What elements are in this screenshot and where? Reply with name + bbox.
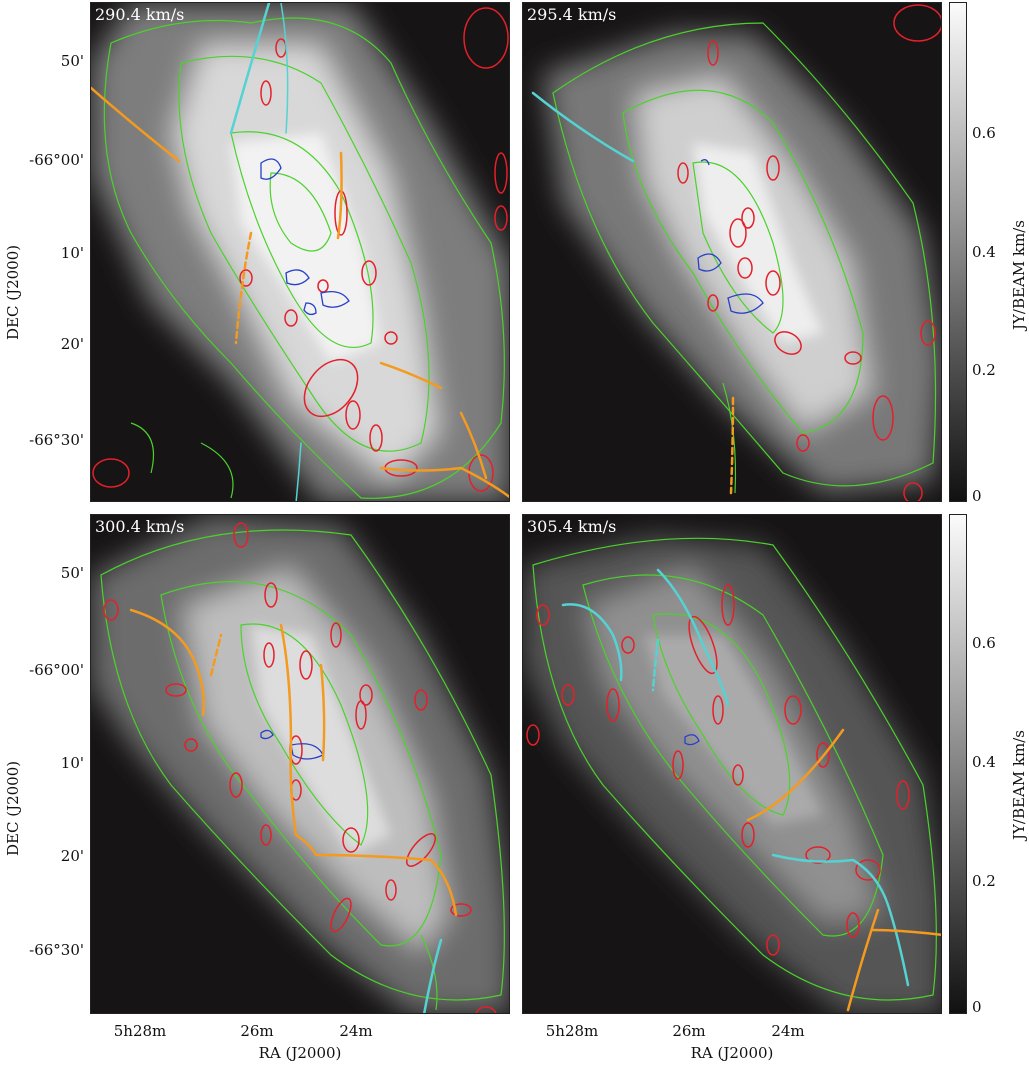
- colorbar-title: JY/BEAM km/s: [1010, 220, 1028, 330]
- colorbar-tick: 0.4: [972, 753, 996, 771]
- dec-tick-label: 20': [60, 335, 84, 353]
- channel-map-290: 290.4 km/s: [90, 2, 510, 502]
- ra-tick-label: 26m: [240, 1022, 274, 1040]
- dec-tick-label: 50': [60, 564, 84, 582]
- ra-tick-label: 24m: [771, 1022, 805, 1040]
- colorbar-tick: 0.2: [972, 872, 996, 890]
- dec-tick-label: 20': [60, 847, 84, 865]
- colorbar-tick: 0: [972, 998, 982, 1016]
- y-axis-title: DEC (J2000): [4, 760, 22, 856]
- channel-map-300: 300.4 km/s: [90, 514, 510, 1014]
- dec-tick-label: -66°30': [29, 941, 84, 959]
- dec-tick-label: -66°00': [29, 661, 84, 679]
- colorbar-tick: 0.2: [972, 361, 996, 379]
- dec-tick-label: 10': [60, 754, 84, 772]
- dec-tick-label: 10': [60, 244, 84, 262]
- channel-image: [531, 4, 941, 501]
- channel-map-305: 305.4 km/s: [522, 514, 942, 1014]
- velocity-label: 290.4 km/s: [95, 5, 185, 24]
- colorbar: [949, 2, 967, 502]
- dec-tick-label: -66°30': [29, 431, 84, 449]
- channel-image: [91, 3, 509, 501]
- colorbar-tick: 0.6: [972, 634, 996, 652]
- channel-image: [523, 535, 941, 1013]
- velocity-label: 295.4 km/s: [527, 5, 617, 24]
- ra-tick-label: 24m: [339, 1022, 373, 1040]
- ra-tick-label: 5h28m: [113, 1022, 167, 1040]
- colorbar-tick: 0.6: [972, 124, 996, 142]
- dec-tick-label: 50': [60, 52, 84, 70]
- x-axis-title: RA (J2000): [258, 1044, 342, 1062]
- colorbar-tick: 0.4: [972, 243, 996, 261]
- ra-tick-label: 26m: [672, 1022, 706, 1040]
- y-axis-title: DEC (J2000): [4, 244, 22, 340]
- velocity-label: 305.4 km/s: [527, 517, 617, 536]
- colorbar: [949, 514, 967, 1014]
- ra-tick-label: 5h28m: [545, 1022, 599, 1040]
- x-axis-title: RA (J2000): [690, 1044, 774, 1062]
- channel-map-295: 295.4 km/s: [522, 2, 942, 502]
- colorbar-title: JY/BEAM km/s: [1010, 730, 1028, 840]
- channel-image: [91, 515, 509, 1013]
- dec-tick-label: -66°00': [29, 151, 84, 169]
- colorbar-tick: 0: [972, 487, 982, 505]
- velocity-label: 300.4 km/s: [95, 517, 185, 536]
